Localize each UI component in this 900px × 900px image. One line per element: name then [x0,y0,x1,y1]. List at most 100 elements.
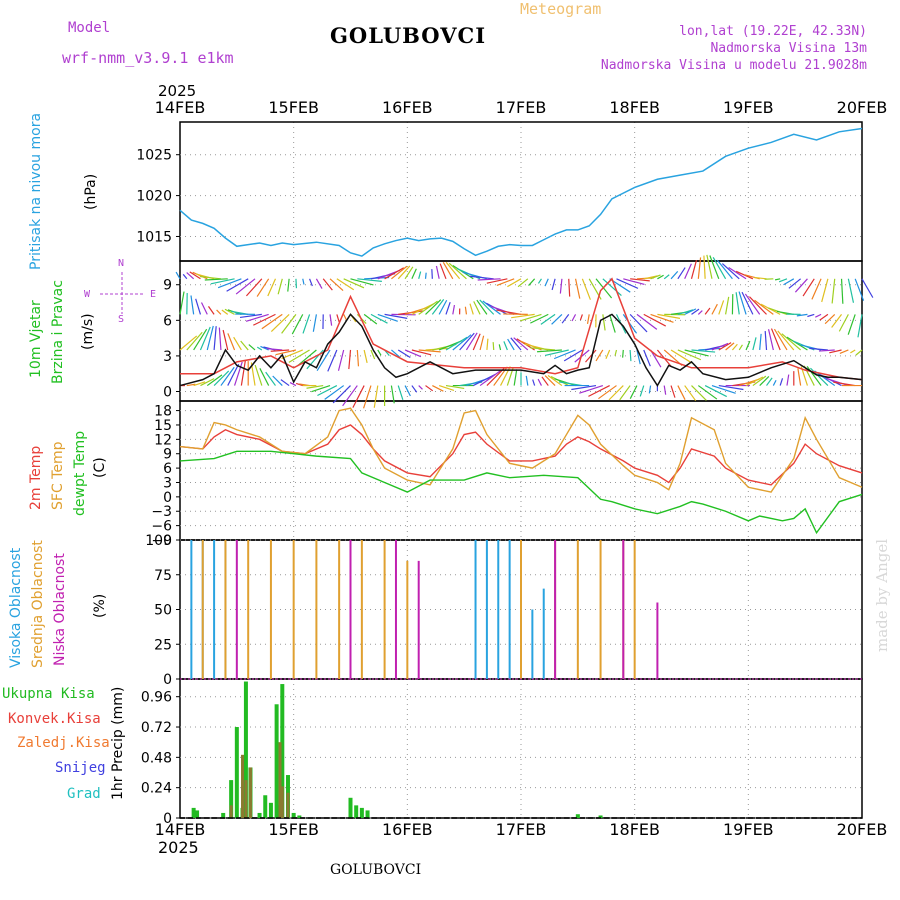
wind-arrow [452,304,456,315]
wind-arrow [630,278,650,282]
wind-arrow [571,384,597,391]
wind-arrow [363,349,368,363]
wind-arrow [404,349,422,358]
wind-arrow [193,381,206,387]
wind-arrow [309,278,313,287]
wind-arrow [530,347,556,351]
wind-arrow [553,349,576,360]
wind-arrow [377,313,398,322]
wind-arrow [809,347,828,351]
wind-arrow [452,334,472,351]
total-precip-bar [229,780,234,818]
wind-arrow [513,337,529,351]
total-precip-bar [263,795,268,818]
wind-arrow [482,300,501,315]
wind-arrow [352,385,365,408]
wind-arrow [210,278,235,285]
wind-arrow [684,349,709,357]
wind-arrow [200,302,208,315]
wind-arrow [213,326,217,351]
top-date-label: 15FEB [268,98,319,117]
wind-arrow [781,333,802,351]
wind-compass-icon [100,272,144,314]
wind-arrow [288,349,310,363]
wind-arrow [749,296,767,315]
wind-tick-label: 9 [163,278,172,294]
wind-arrow [670,349,693,364]
temp-tick-label: 6 [163,461,172,477]
convective-precip-bar [280,786,284,818]
wind-arrow [275,349,297,356]
wind-arrow [777,330,795,351]
wind-gust-line [180,277,863,381]
wind-arrow [199,326,211,351]
cloud-tick-label: 25 [154,637,172,653]
wind-arrow [217,278,242,289]
wind-arrow [650,274,661,280]
wind-arrow [741,291,754,315]
wind-arrow [465,332,478,351]
wind-arrow [189,271,201,280]
wind-arrow [581,278,591,300]
wind-arrow [445,302,451,315]
wind-arrow [357,278,382,282]
wind-arrow [738,344,743,351]
wind-arrow [847,314,856,335]
wind-arrow [697,310,703,315]
wind-arrow [424,272,427,279]
wind-arrow [390,385,395,404]
wind-arrow [316,349,331,371]
wind-arrow [260,345,269,351]
wind-arrow [179,335,198,351]
wind-arrow [657,313,681,319]
temp-tick-label: 12 [154,432,172,448]
wind-arrow [718,384,744,391]
wind-arrow [438,385,455,391]
wind-arrow [391,265,408,280]
wind-arrow [670,270,679,280]
wind-arrow [602,278,622,296]
wind-arrow [754,299,774,315]
wind-arrow [503,341,508,351]
legend-convective-precip: Konvek.Kisa [8,711,101,727]
pressure-tick-label: 1020 [136,189,172,205]
temp-tick-label: −3 [151,504,172,520]
wind-arrow [677,309,694,315]
wind-arrow [221,309,229,315]
total-precip-bar [291,812,296,818]
wind-arrow [773,328,788,351]
wind-arrow [327,349,338,372]
total-precip-bar [348,797,353,818]
wind-speed-line [179,313,863,388]
wind-arrow [226,278,249,292]
wind-arrow [195,298,202,315]
total-precip-bar [354,805,359,818]
wind-arrow [296,349,317,367]
wind-arrow [302,314,311,334]
wind-arrow [240,360,246,386]
wind-arrow [418,349,441,353]
wind-arrow [697,385,718,400]
wind-arrow [725,342,735,351]
model-name: wrf-nmm_v3.9.1 e1km [62,49,234,67]
temp-tick-label: −9 [151,533,172,549]
wind-arrow [735,292,740,315]
wind-arrow [291,314,304,335]
wind-arrow [677,349,702,361]
elevation-label: Nadmorska Visina 13m [710,41,867,56]
precip-tick-label: 0.24 [141,781,172,797]
wind-arrow [253,313,276,326]
bottom-date-label: 16FEB [382,820,433,839]
wind-arrow [272,375,283,387]
wind-arrow [622,349,624,358]
wind-arrow [182,273,188,280]
wind-arrow [839,349,849,354]
precip-tick-label: 0.72 [141,720,172,736]
wind-arrow [418,300,438,315]
wind-arrow [697,257,702,279]
wind-arrow [558,381,583,387]
wind-arrow [233,336,242,351]
wind-arrow [559,278,563,294]
wind-arrow [731,343,738,351]
wind-arrow [287,278,290,292]
